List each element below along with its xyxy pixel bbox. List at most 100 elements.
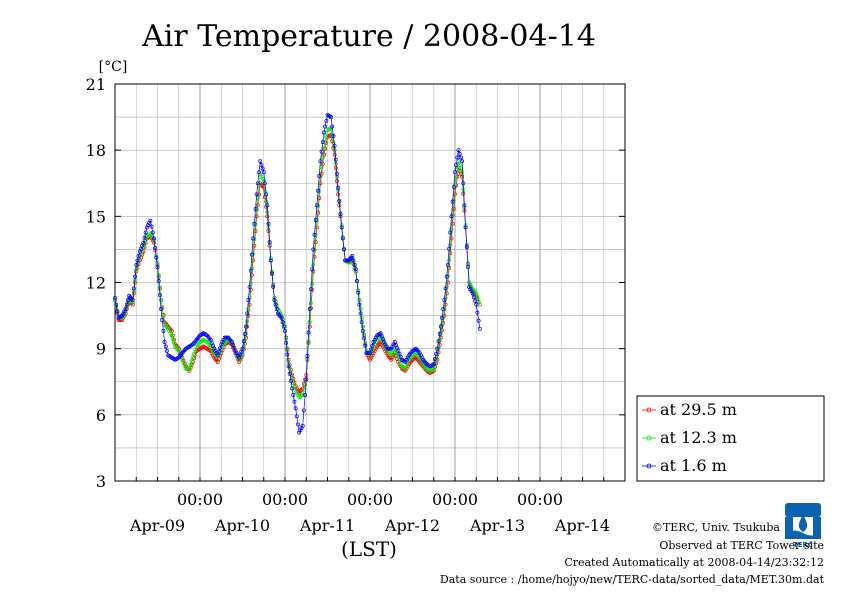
data-point (185, 366, 189, 371)
data-point (475, 310, 480, 315)
series-group (113, 112, 482, 435)
data-point (330, 124, 335, 129)
data-point (441, 307, 446, 311)
x-tick-labels: 00:00 Apr-09 00:00 Apr-10 00:00 Apr-11 00:00 Ap… (129, 490, 610, 535)
data-point (266, 221, 271, 226)
x-tick-date-label: Apr-10 (214, 516, 270, 535)
data-point (332, 143, 337, 148)
data-point (155, 265, 160, 270)
data-point (258, 159, 263, 164)
data-point (248, 281, 253, 286)
axis-ticks (114, 83, 626, 482)
data-point (291, 393, 296, 397)
x-tick-time-label: 00:00 (347, 490, 393, 509)
data-point (218, 345, 223, 350)
data-point (290, 386, 295, 391)
footer-observed: Observed at TERC Tower site (659, 539, 824, 552)
data-point (255, 181, 260, 186)
data-point (159, 298, 163, 303)
data-point (261, 170, 266, 175)
data-point (350, 254, 355, 258)
data-point (329, 115, 333, 120)
data-point (279, 315, 284, 320)
data-point (305, 354, 310, 358)
data-point (467, 284, 472, 289)
data-point (333, 157, 338, 162)
data-point (193, 348, 198, 353)
data-point (307, 320, 312, 325)
data-point (224, 335, 228, 340)
data-point (388, 346, 393, 351)
data-point (309, 287, 313, 292)
data-point (254, 192, 259, 197)
data-point (310, 267, 315, 272)
data-point (358, 311, 363, 316)
y-tick-labels: 3 6 9 12 15 18 21 (86, 75, 106, 491)
data-point (141, 240, 146, 245)
x-tick-date-label: Apr-09 (129, 516, 185, 535)
data-point (142, 235, 147, 240)
data-point (324, 134, 329, 139)
data-point (324, 118, 329, 123)
data-point (445, 262, 450, 267)
data-point (363, 343, 368, 348)
data-point (359, 320, 364, 325)
data-point (130, 300, 135, 305)
data-point (252, 221, 257, 226)
data-point (255, 203, 260, 208)
data-point (316, 188, 321, 193)
y-tick-label: 12 (86, 274, 106, 293)
data-point (159, 307, 163, 311)
data-point (240, 346, 245, 351)
legend-label-2: at 1.6 m (660, 456, 727, 475)
data-point (216, 349, 221, 354)
data-point (303, 377, 308, 382)
data-point (434, 351, 439, 356)
data-point (245, 311, 250, 316)
data-point (385, 346, 390, 351)
data-point (300, 393, 305, 397)
x-tick-time-label: 00:00 (177, 490, 223, 509)
data-point (163, 344, 168, 349)
data-point (268, 258, 273, 263)
terc-logo: TERC (785, 503, 821, 549)
y-axis-unit-label: [°C] (99, 59, 128, 75)
data-point (161, 329, 166, 333)
data-point (318, 159, 323, 164)
data-point (115, 309, 120, 314)
data-point (242, 332, 247, 336)
data-point (435, 357, 440, 362)
series-line (114, 134, 481, 394)
footer-source: Data source : /home/hojyo/new/TERC-data/… (440, 573, 825, 586)
data-point (356, 290, 361, 295)
y-tick-label: 18 (86, 141, 106, 160)
data-point (449, 214, 454, 219)
data-point (437, 332, 442, 336)
data-point (114, 302, 119, 307)
data-point (157, 293, 162, 297)
footer-created: Created Automatically at 2008-04-14/23:3… (564, 556, 824, 569)
data-point (219, 342, 224, 347)
data-point (360, 324, 365, 329)
data-point (457, 151, 462, 156)
data-point (336, 185, 341, 190)
data-point (431, 366, 436, 371)
data-point (288, 379, 293, 383)
data-point (283, 329, 287, 333)
data-point (246, 307, 251, 312)
data-point (247, 284, 252, 289)
legend-swatch-marker-2 (646, 463, 652, 469)
data-point (466, 265, 470, 270)
logo-wave-shape (785, 530, 821, 539)
y-tick-label: 15 (86, 207, 106, 226)
legend: at 29.5 m at 12.3 m at 1.6 m (636, 395, 825, 482)
data-point (342, 247, 346, 252)
data-point (450, 199, 455, 204)
data-point (339, 225, 344, 230)
data-point (351, 258, 356, 263)
x-tick-time-label: 00:00 (517, 490, 563, 509)
legend-swatch-marker-0 (646, 407, 652, 413)
data-point (136, 254, 141, 258)
data-point (259, 162, 264, 167)
data-point (133, 274, 138, 279)
